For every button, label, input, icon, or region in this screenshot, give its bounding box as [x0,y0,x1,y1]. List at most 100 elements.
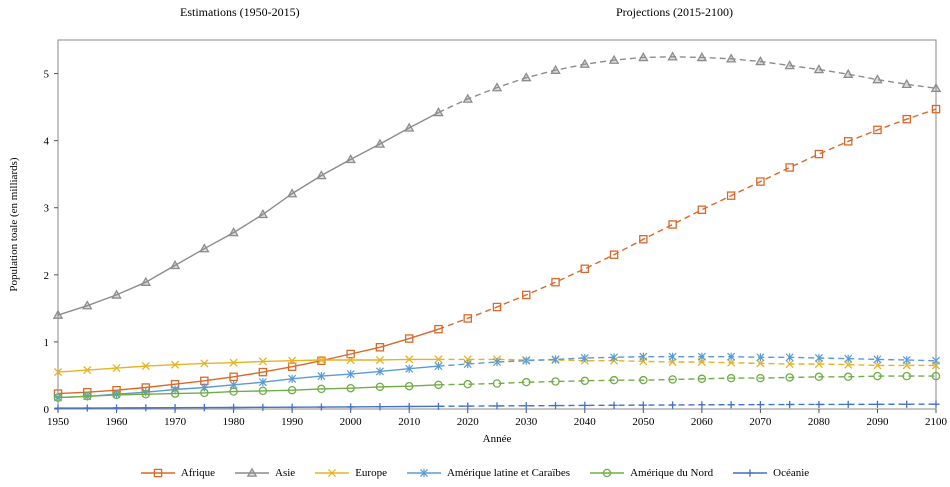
data-point [581,401,589,409]
data-point [345,154,356,164]
x-tick-label: 2070 [749,416,772,428]
series-line-estimations [57,328,439,395]
data-point [873,355,882,364]
data-point [376,403,384,411]
data-point [522,377,531,387]
data-point [756,373,765,383]
x-tick-label: 1970 [164,416,187,428]
data-point [111,289,122,299]
data-point [756,177,765,186]
data-point [579,58,591,68]
series-europe [53,355,941,377]
data-point [668,220,677,229]
data-point [200,359,209,368]
data-point [405,355,414,364]
data-point [257,209,269,219]
x-tick-label: 2000 [340,416,363,428]
data-point [639,375,648,385]
data-point [785,373,794,382]
data-point [404,381,414,391]
data-point [696,52,708,62]
legend-marker [602,468,612,478]
data-point [815,400,823,409]
legend-item-europe: Europe [315,467,387,479]
data-point [844,400,852,408]
series-oceanie [54,400,940,412]
data-point [405,364,414,373]
data-point [608,54,620,64]
data-point [112,390,121,400]
data-point [580,264,590,274]
series-line-projections [438,108,937,330]
data-point [258,378,267,387]
series-line-projections [438,358,936,367]
data-point [638,52,649,62]
data-point [463,314,472,323]
data-point [404,334,414,343]
data-point [492,302,502,312]
data-point [346,349,355,359]
data-point [844,354,853,363]
legend-swatch [315,468,350,478]
data-point [698,401,706,409]
data-point [83,366,92,375]
data-point [229,358,238,367]
legend-item-amerique-latine-et-caraibes: Amérique latine et Caraïbes [406,467,570,479]
data-point [873,400,882,408]
data-point [346,383,355,393]
data-point [873,125,882,135]
x-tick-label: 2050 [632,416,655,428]
series-line-projections [438,403,936,407]
x-axis-title: Année [483,433,512,445]
data-point [169,260,181,270]
data-point [346,370,355,379]
data-point [259,403,267,411]
data-point [54,404,62,412]
data-point [375,355,384,365]
data-point [140,276,152,286]
data-point [258,367,268,377]
data-point [463,359,472,369]
data-point [316,170,327,180]
data-point [141,362,150,371]
data-point [756,353,765,362]
data-point [814,353,823,363]
data-point [258,357,267,366]
legend-swatch [590,468,625,478]
data-point [902,371,911,381]
x-tick-label: 2060 [691,416,714,428]
data-point [522,402,530,410]
data-point [668,375,677,384]
y-tick-label: 4 [44,136,50,148]
series-line-estimations [57,384,439,399]
data-point [785,353,794,362]
data-point [697,374,707,384]
data-point [639,235,648,244]
y-tick-label: 0 [44,404,50,416]
legend-swatch [406,468,441,478]
series-amerique-du-nord [53,371,941,402]
data-point [727,352,736,361]
series-line-estimations [57,358,439,373]
data-point [112,364,121,373]
data-point [901,78,912,89]
data-point [785,163,794,172]
data-point [464,402,472,410]
data-point [258,386,268,396]
data-point [522,290,531,300]
data-point [492,379,502,388]
data-point [317,403,325,411]
series-afrique [53,104,941,398]
data-point [374,138,386,148]
data-point [873,371,882,381]
legend-label: Océanie [773,467,810,479]
data-point [317,355,326,365]
data-point [52,309,64,319]
data-point [462,93,473,103]
data-point [786,400,794,409]
data-point [434,355,443,364]
data-point [843,372,853,382]
data-point [463,379,472,389]
data-point [171,404,179,412]
data-point [170,389,180,398]
